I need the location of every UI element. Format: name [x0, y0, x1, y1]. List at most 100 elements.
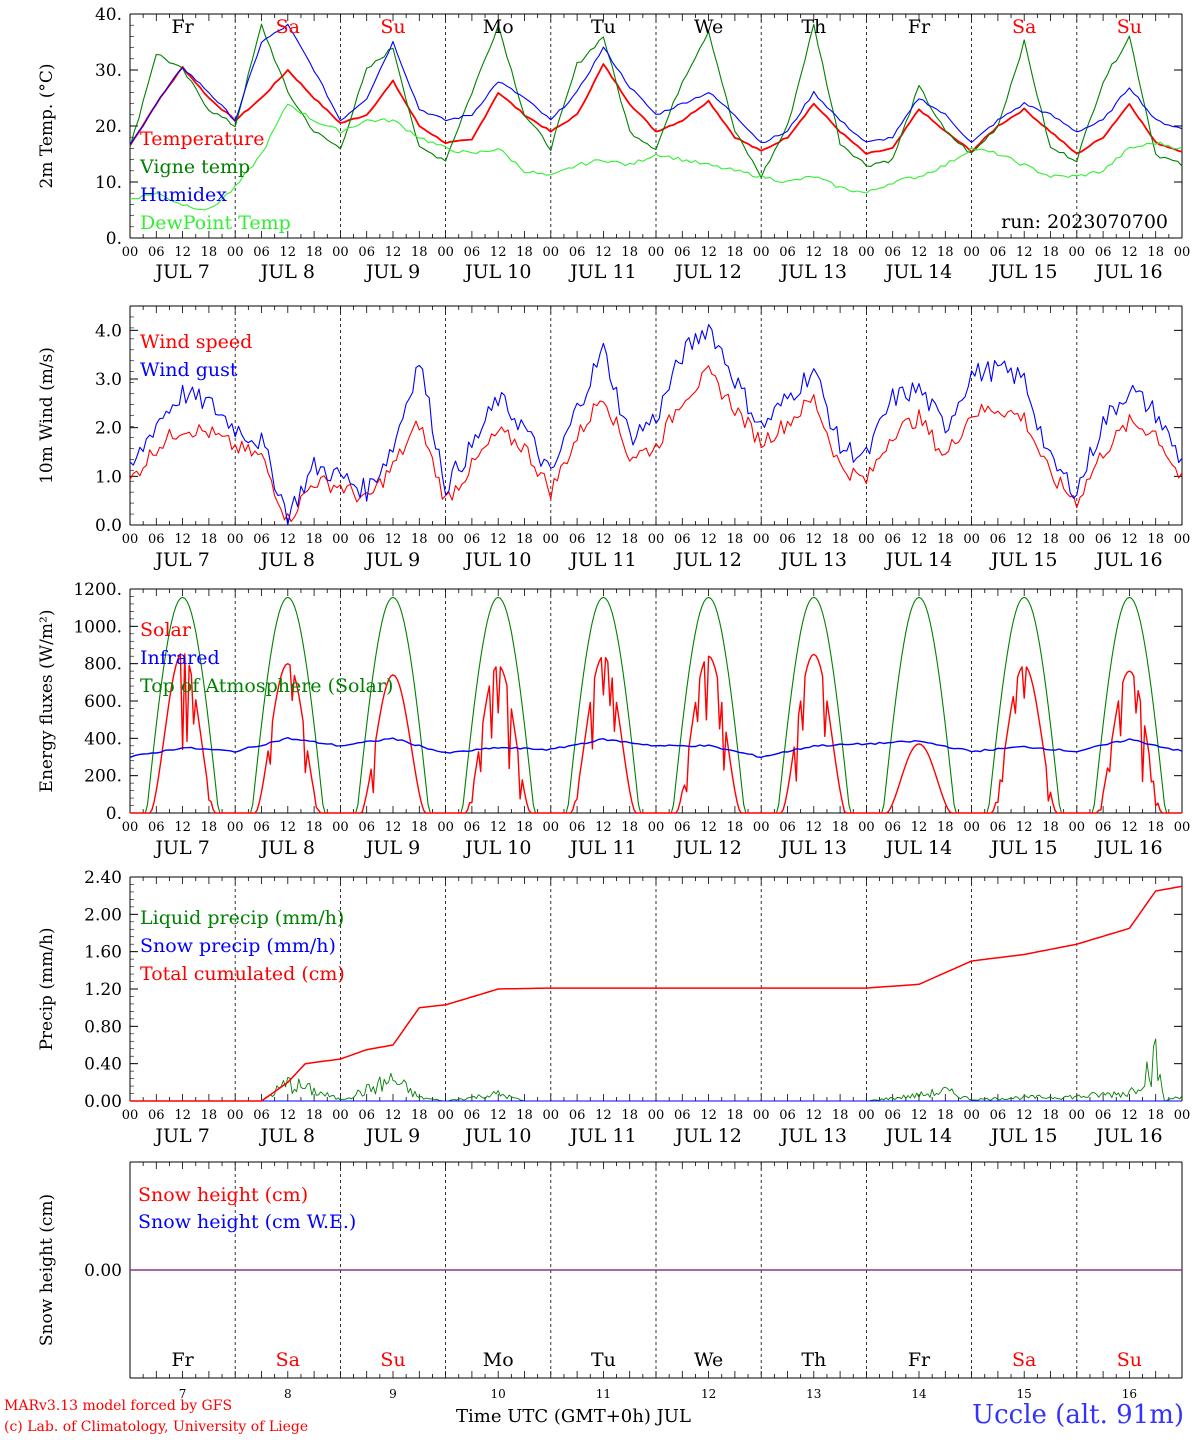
hour-tick-label: 12 [911, 245, 928, 260]
date-label: JUL 11 [568, 1125, 636, 1147]
day-number-label: 11 [596, 1387, 611, 1401]
hour-tick-label: 12 [490, 532, 507, 547]
hour-tick-label: 18 [411, 532, 428, 547]
date-label: JUL 12 [673, 837, 741, 859]
hour-tick-label: 06 [569, 532, 586, 547]
weekday-label: Fr [171, 1349, 194, 1371]
legend-entry: Wind gust [140, 359, 238, 381]
hour-tick-label: 00 [437, 820, 454, 835]
weekday-label: Su [1117, 16, 1142, 38]
station-name: Uccle (alt. 91m) [972, 1400, 1184, 1430]
y-tick-label: 400. [84, 729, 122, 749]
series-humidex [129, 23, 1183, 145]
date-label: JUL 7 [153, 837, 209, 859]
hour-tick-label: 12 [1121, 820, 1138, 835]
hour-tick-label: 00 [227, 820, 244, 835]
hour-tick-label: 00 [122, 820, 139, 835]
hour-tick-label: 00 [122, 532, 139, 547]
hour-tick-label: 00 [1174, 532, 1191, 547]
hour-tick-label: 00 [753, 1108, 770, 1123]
hour-tick-label: 06 [569, 820, 586, 835]
hour-tick-label: 06 [779, 820, 796, 835]
hour-tick-label: 18 [1147, 245, 1164, 260]
date-label: JUL 7 [153, 549, 209, 571]
date-label: JUL 16 [1094, 549, 1162, 571]
hour-tick-label: 00 [122, 1108, 139, 1123]
hour-tick-label: 06 [779, 532, 796, 547]
y-tick-label: 0. [106, 229, 122, 249]
hour-tick-label: 18 [1147, 532, 1164, 547]
y-axis-label: 10m Wind (m/s) [37, 347, 57, 484]
y-tick-label: 20. [95, 117, 122, 137]
y-tick-label: 1200. [73, 580, 122, 600]
series-wind-gust [129, 324, 1183, 526]
hour-tick-label: 00 [753, 820, 770, 835]
hour-tick-label: 00 [332, 245, 349, 260]
hour-tick-label: 00 [332, 532, 349, 547]
day-number-label: 7 [179, 1387, 187, 1401]
hour-tick-label: 18 [1042, 1108, 1059, 1123]
hour-tick-label: 00 [963, 1108, 980, 1123]
hour-tick-label: 00 [648, 532, 665, 547]
weekday-label: We [694, 1349, 723, 1371]
y-tick-label: 0.00 [84, 1092, 122, 1112]
hour-tick-label: 12 [280, 820, 297, 835]
y-tick-label: 1.0 [95, 467, 122, 487]
hour-tick-label: 06 [358, 532, 375, 547]
hour-tick-label: 18 [516, 1108, 533, 1123]
weekday-label: Su [380, 1349, 405, 1371]
hour-tick-label: 18 [1042, 820, 1059, 835]
hour-tick-label: 06 [779, 1108, 796, 1123]
hour-tick-label: 00 [963, 532, 980, 547]
hour-tick-label: 06 [1095, 532, 1112, 547]
hour-tick-label: 12 [1121, 1108, 1138, 1123]
hour-tick-label: 12 [385, 245, 402, 260]
day-number-label: 15 [1017, 1387, 1032, 1401]
hour-tick-label: 00 [1069, 532, 1086, 547]
hour-tick-label: 06 [358, 1108, 375, 1123]
hour-tick-label: 06 [674, 1108, 691, 1123]
hour-tick-label: 18 [832, 1108, 849, 1123]
y-tick-label: 0.80 [84, 1017, 122, 1037]
date-label: JUL 9 [364, 261, 420, 283]
hour-tick-label: 12 [174, 820, 191, 835]
date-label: JUL 11 [568, 837, 636, 859]
date-label: JUL 14 [884, 261, 952, 283]
hour-tick-label: 18 [621, 245, 638, 260]
legend-entry: Snow precip (mm/h) [140, 935, 336, 957]
date-label: JUL 11 [568, 261, 636, 283]
y-tick-label: 40. [95, 5, 122, 25]
hour-tick-label: 06 [148, 245, 165, 260]
hour-tick-label: 06 [990, 532, 1007, 547]
y-tick-label: 3.0 [95, 370, 122, 390]
y-tick-label: 1.20 [84, 980, 122, 1000]
hour-tick-label: 12 [280, 245, 297, 260]
hour-tick-label: 12 [385, 532, 402, 547]
weekday-label: Sa [276, 1349, 300, 1371]
hour-tick-label: 18 [1147, 1108, 1164, 1123]
weekday-label: Mo [483, 1349, 514, 1371]
hour-tick-label: 12 [280, 532, 297, 547]
hour-tick-label: 00 [543, 532, 560, 547]
hour-tick-label: 18 [201, 1108, 218, 1123]
panel-3: 0. 200. 400. 600. 800. 1000. 1200. Energy fluxe… [37, 580, 1190, 859]
date-label: JUL 10 [463, 549, 531, 571]
hour-tick-label: 00 [332, 1108, 349, 1123]
hour-tick-label: 00 [1174, 820, 1191, 835]
series-vigne-temp [129, 23, 1183, 179]
date-label: JUL 7 [153, 1125, 209, 1147]
hour-tick-label: 00 [227, 1108, 244, 1123]
weekday-label: Fr [171, 16, 194, 38]
hour-tick-label: 00 [858, 245, 875, 260]
hour-tick-label: 06 [1095, 1108, 1112, 1123]
weekday-label: Mo [483, 16, 514, 38]
legend-entry: Snow height (cm W.E.) [138, 1211, 356, 1233]
weekday-label: Fr [908, 16, 931, 38]
lab-credit: (c) Lab. of Climatology, University of L… [4, 1419, 309, 1435]
panel-4: 0.00 0.40 0.80 1.20 1.60 2.00 2.40 Precip (mm/h… [37, 868, 1190, 1147]
hour-tick-label: 06 [464, 532, 481, 547]
legend-entry: Snow height (cm) [138, 1184, 308, 1206]
y-axis-label: 2m Temp. (°C) [37, 63, 57, 188]
hour-tick-label: 12 [490, 1108, 507, 1123]
